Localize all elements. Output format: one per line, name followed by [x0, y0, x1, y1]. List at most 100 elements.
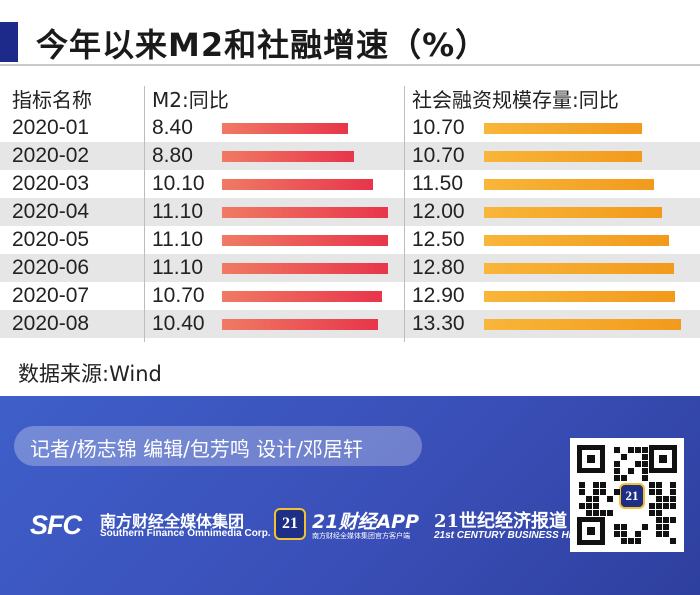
table-row: 2020-01 8.40 10.70	[0, 114, 700, 142]
source-note: 数据来源:Wind	[18, 362, 162, 386]
qr-module	[642, 524, 648, 530]
social-financing-value: 10.70	[412, 144, 465, 167]
qr-module	[670, 517, 676, 523]
social-financing-bar	[484, 319, 681, 330]
m2-value: 8.40	[152, 116, 193, 139]
row-date: 2020-06	[12, 256, 90, 279]
social-financing-value: 13.30	[412, 312, 465, 335]
qr-module	[656, 510, 662, 516]
qr-module	[656, 524, 662, 530]
qr-module	[649, 482, 655, 488]
qr-module	[670, 496, 676, 502]
qr-module	[670, 538, 676, 544]
qr-module	[642, 454, 648, 460]
header-m2: M2:同比	[152, 88, 229, 112]
qr-module	[663, 531, 669, 537]
table-row: 2020-07 10.70 12.90	[0, 282, 700, 310]
qr-module	[635, 538, 641, 544]
row-date: 2020-04	[12, 200, 90, 223]
row-date: 2020-08	[12, 312, 90, 335]
m2-bar	[222, 235, 388, 246]
qr-module	[656, 517, 662, 523]
social-financing-bar	[484, 291, 676, 302]
m2-bar	[222, 123, 348, 134]
qr-module	[663, 496, 669, 502]
qr-pattern: 21	[577, 445, 677, 545]
social-financing-value: 12.90	[412, 284, 465, 307]
qr-module	[621, 524, 627, 530]
herald-name-cn: 21世纪经济报道	[434, 511, 568, 532]
title-bar: 今年以来M2和社融增速（%）	[0, 18, 700, 66]
sfc-logo: SFC	[30, 510, 82, 540]
qr-module	[635, 531, 641, 537]
m2-value: 11.10	[152, 256, 203, 279]
qr-module	[656, 489, 662, 495]
qr-module	[579, 503, 585, 509]
credits-pill	[14, 426, 422, 466]
qr-module	[614, 489, 620, 495]
sfc-name-cn: 南方财经全媒体集团	[100, 512, 245, 531]
qr-module	[642, 461, 648, 467]
qr-finder	[649, 445, 677, 473]
row-date: 2020-05	[12, 228, 90, 251]
title-accent	[0, 22, 18, 62]
social-financing-bar	[484, 235, 670, 246]
m2-value: 10.40	[152, 312, 205, 335]
social-financing-bar	[484, 123, 643, 134]
qr-module	[614, 447, 620, 453]
qr-module	[663, 503, 669, 509]
qr-code-icon[interactable]: 21	[570, 438, 684, 552]
m2-value: 10.70	[152, 284, 205, 307]
social-financing-bar	[484, 151, 643, 162]
qr-module	[614, 475, 620, 481]
qr-module	[628, 538, 634, 544]
qr-module	[663, 524, 669, 530]
qr-module	[607, 510, 613, 516]
qr-module	[600, 482, 606, 488]
qr-module	[670, 482, 676, 488]
qr-module	[621, 538, 627, 544]
qr-module	[614, 468, 620, 474]
m2-value: 8.80	[152, 144, 193, 167]
row-date: 2020-01	[12, 116, 90, 139]
social-financing-bar	[484, 179, 655, 190]
m2-bar	[222, 263, 388, 274]
qr-module	[642, 447, 648, 453]
social-financing-value: 12.80	[412, 256, 465, 279]
qr-module	[593, 496, 599, 502]
m2-bar	[222, 319, 378, 330]
title-divider	[0, 64, 700, 66]
app-subtitle: 南方财经全媒体集团官方客户端	[312, 532, 410, 540]
qr-module	[621, 531, 627, 537]
m2-value: 11.10	[152, 200, 203, 223]
qr-module	[586, 496, 592, 502]
qr-module	[593, 503, 599, 509]
qr-module	[656, 503, 662, 509]
social-financing-value: 10.70	[412, 116, 465, 139]
qr-module	[621, 475, 627, 481]
column-divider	[404, 86, 405, 342]
m2-bar	[222, 151, 354, 162]
footer-banner: 记者/杨志锦 编辑/包芳鸣 设计/邓居轩 SFC 南方财经全媒体集团 South…	[0, 396, 700, 595]
qr-module	[600, 510, 606, 516]
column-divider	[144, 86, 145, 342]
row-date: 2020-02	[12, 144, 90, 167]
herald-name-en: 21st CENTURY BUSINESS HERALD	[434, 530, 604, 541]
qr-module	[614, 461, 620, 467]
qr-module	[579, 482, 585, 488]
qr-module	[628, 468, 634, 474]
header-social-financing: 社会融资规模存量:同比	[412, 88, 619, 112]
m2-bar	[222, 179, 374, 190]
qr-module	[593, 482, 599, 488]
table-header-row: 指标名称 M2:同比 社会融资规模存量:同比	[0, 86, 700, 114]
m2-value: 10.10	[152, 172, 205, 195]
qr-module	[607, 496, 613, 502]
data-table: 指标名称 M2:同比 社会融资规模存量:同比 2020-01 8.40 10.70 2…	[0, 86, 700, 342]
header-indicator: 指标名称	[12, 88, 92, 112]
qr-module	[635, 447, 641, 453]
qr-module	[642, 468, 648, 474]
social-financing-bar	[484, 263, 674, 274]
chart-title: 今年以来M2和社融增速（%）	[36, 26, 489, 64]
qr-module	[593, 510, 599, 516]
qr-finder	[577, 445, 605, 473]
